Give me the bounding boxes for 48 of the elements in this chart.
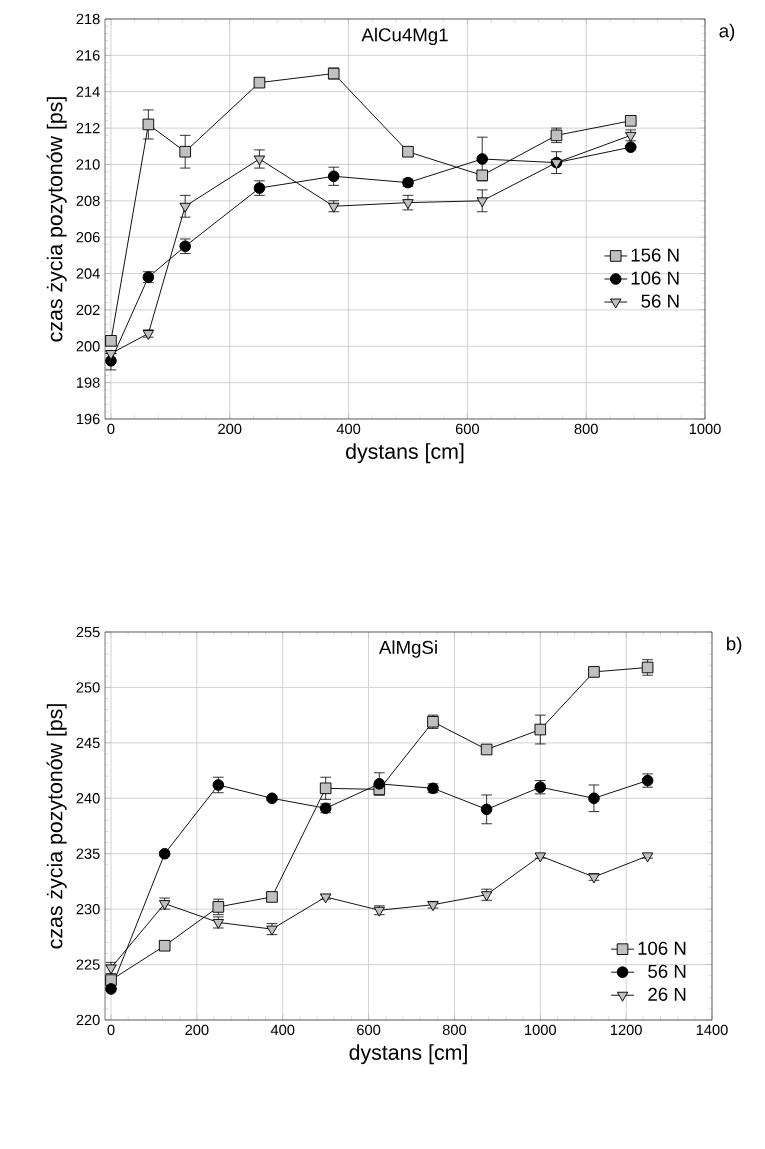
x-tick-label: 800 — [442, 1024, 467, 1036]
text: b) — [727, 636, 742, 655]
y-tick-label: 210 — [76, 159, 100, 170]
y-axis-title: czas życia pozytonów [ps] — [46, 97, 67, 342]
x-tick-label: 0 — [107, 423, 115, 435]
y-tick-label: 216 — [76, 50, 100, 61]
y-tick-label: 235 — [76, 848, 100, 859]
x-axis-title: dystans [cm] — [346, 443, 464, 464]
legend-label: 56 N — [641, 294, 679, 308]
x-tick-label: 1200 — [610, 1024, 642, 1036]
legend-label: 56 N — [648, 964, 686, 978]
x-tick-label: 1000 — [689, 423, 721, 435]
y-tick-label: 225 — [76, 959, 100, 970]
y-tick-label: 206 — [76, 232, 100, 243]
x-tick-label: 1000 — [525, 1024, 557, 1036]
y-tick-label: 255 — [76, 626, 100, 638]
y-tick-label: 230 — [76, 903, 100, 915]
x-tick-label: 600 — [455, 423, 480, 435]
y-tick-label: 218 — [76, 13, 100, 25]
legend-label: 156 N — [631, 248, 679, 262]
x-tick-label: 200 — [185, 1024, 209, 1036]
chart-title: AlMgSi — [378, 640, 437, 658]
x-tick-label: 0 — [107, 1024, 115, 1036]
chart-title: AlCu4Mg1 — [361, 27, 448, 46]
y-tick-label: 202 — [76, 304, 100, 316]
y-tick-label: 214 — [76, 86, 100, 97]
y-tick-label: 208 — [76, 195, 100, 206]
x-tick-label: 1400 — [696, 1024, 728, 1036]
y-tick-label: 220 — [76, 1014, 100, 1026]
legend-label: 106 N — [638, 941, 686, 955]
y-tick-label: 245 — [76, 737, 100, 749]
legend-label: 26 N — [648, 987, 686, 1001]
y-axis-title: czas życia pozytonów [ps] — [46, 704, 67, 949]
x-tick-label: 800 — [574, 423, 598, 435]
legend-label: 106 N — [631, 271, 679, 285]
y-tick-label: 204 — [76, 268, 100, 279]
y-tick-label: 250 — [76, 682, 100, 693]
x-tick-label: 400 — [270, 1024, 295, 1036]
y-tick-label: 200 — [76, 341, 100, 352]
x-axis-title: dystans [cm] — [349, 1044, 467, 1065]
y-tick-label: 240 — [76, 793, 100, 804]
x-tick-label: 400 — [336, 423, 361, 435]
y-tick-label: 196 — [76, 413, 100, 425]
text: a) — [719, 23, 735, 42]
y-tick-label: 212 — [76, 122, 100, 134]
y-tick-label: 198 — [76, 377, 100, 388]
x-tick-label: 600 — [357, 1024, 381, 1036]
x-tick-label: 200 — [218, 423, 242, 435]
